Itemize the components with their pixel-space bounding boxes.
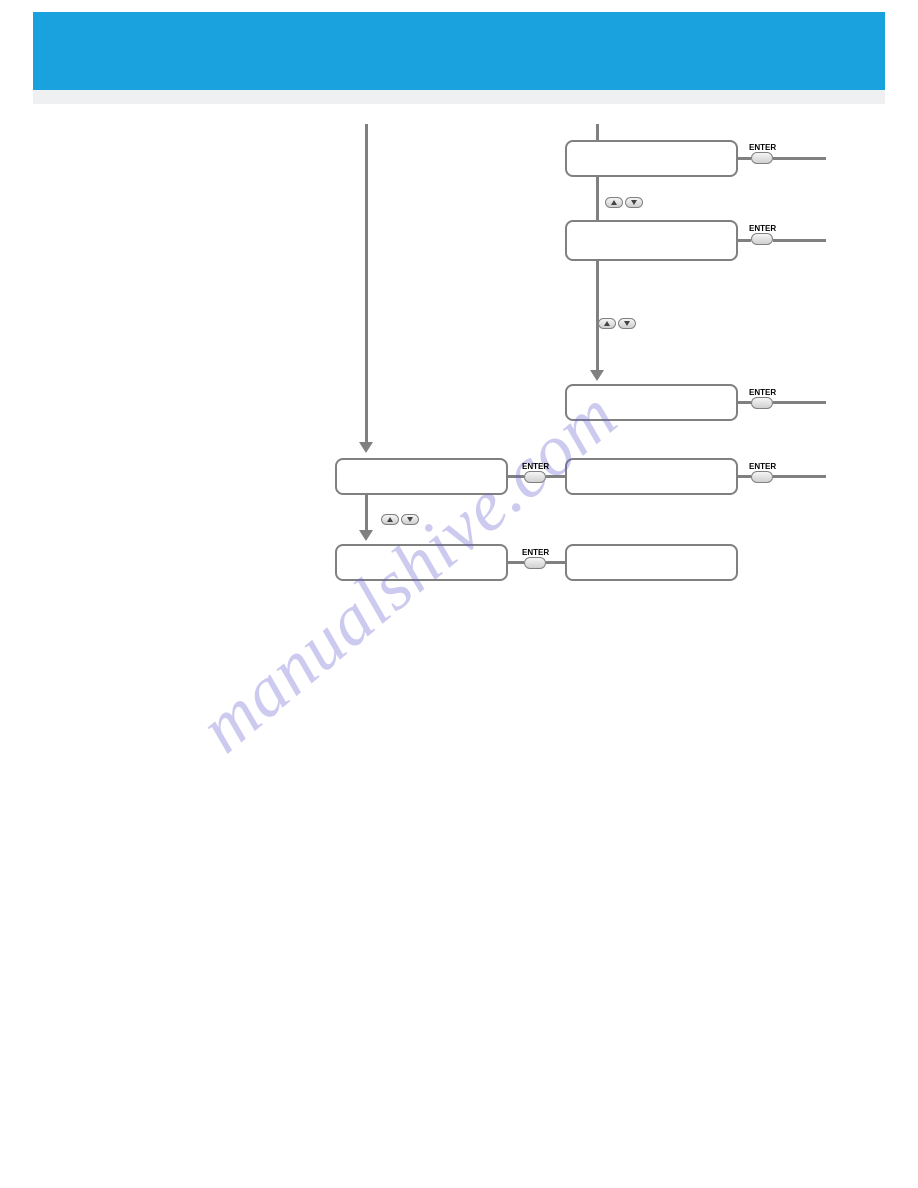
flow-box-n6 <box>335 544 508 581</box>
arrowhead-icon <box>359 530 373 541</box>
connector <box>365 495 368 531</box>
enter-label: ENTER <box>749 143 776 152</box>
enter-button-icon <box>751 233 773 245</box>
connector <box>773 157 826 160</box>
enter-label: ENTER <box>522 462 549 471</box>
enter-label: ENTER <box>749 224 776 233</box>
down-button-icon <box>401 514 419 525</box>
connector <box>546 475 565 478</box>
connector <box>738 239 751 242</box>
flow-box-n5 <box>565 458 738 495</box>
flowchart-area: manualshive.com ENTER ENTER ENTER ENTER … <box>0 0 918 1188</box>
connector <box>596 177 599 220</box>
down-button-icon <box>625 197 643 208</box>
connector <box>508 475 524 478</box>
up-button-icon <box>381 514 399 525</box>
connector <box>508 561 524 564</box>
enter-button-icon <box>524 557 546 569</box>
connector <box>773 239 826 242</box>
connector <box>773 401 826 404</box>
arrowhead-icon <box>590 370 604 381</box>
arrowhead-icon <box>359 442 373 453</box>
enter-button-icon <box>524 471 546 483</box>
up-button-icon <box>598 318 616 329</box>
connector <box>738 157 751 160</box>
enter-button-icon <box>751 397 773 409</box>
down-button-icon <box>618 318 636 329</box>
enter-label: ENTER <box>749 388 776 397</box>
connector <box>738 401 751 404</box>
flow-box-n3 <box>565 384 738 421</box>
up-button-icon <box>605 197 623 208</box>
connector <box>546 561 565 564</box>
enter-button-icon <box>751 471 773 483</box>
connector <box>773 475 826 478</box>
flow-box-n1 <box>565 140 738 177</box>
enter-label: ENTER <box>749 462 776 471</box>
enter-label: ENTER <box>522 548 549 557</box>
connector <box>365 124 368 443</box>
connector <box>596 261 599 371</box>
enter-button-icon <box>751 152 773 164</box>
connector <box>738 475 751 478</box>
flow-box-n7 <box>565 544 738 581</box>
flow-box-n2 <box>565 220 738 261</box>
flow-box-n4 <box>335 458 508 495</box>
connector <box>596 124 599 140</box>
